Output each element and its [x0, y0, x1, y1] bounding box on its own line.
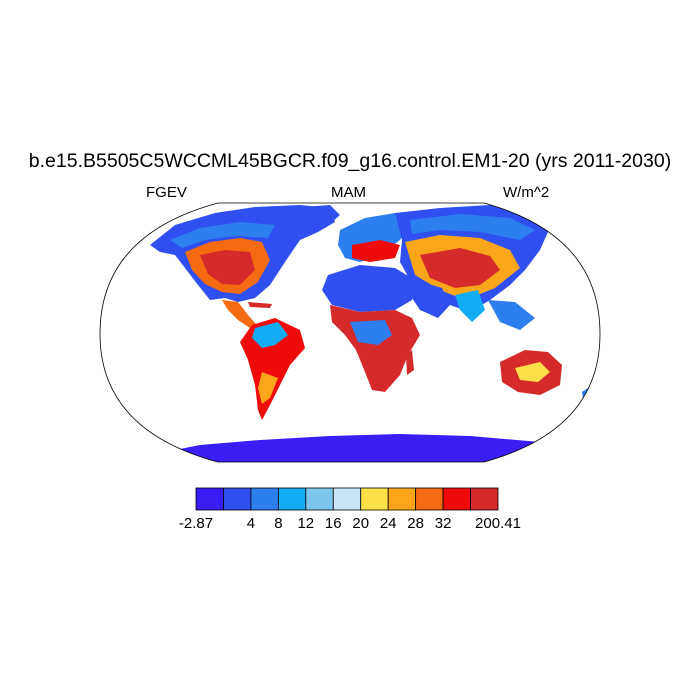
land-south-america-cool [252, 322, 288, 348]
colorbar-tick-label: 4 [247, 515, 255, 532]
land-north-america-hot [200, 250, 255, 285]
land-asia-hot [420, 248, 500, 288]
colorbar-box [277, 487, 307, 511]
colorbar-box [415, 487, 444, 511]
land-africa-cool [350, 320, 392, 345]
colorbar-tick-label: 20 [352, 515, 369, 532]
colorbar-tick-label: -2.87 [179, 515, 213, 532]
land-asia-cool [410, 214, 535, 240]
land-madagascar [406, 350, 414, 375]
units-label: W/m^2 [503, 184, 550, 201]
colorbar-box [195, 487, 224, 511]
colorbar-box [387, 487, 417, 511]
colorbar-box [360, 487, 389, 511]
colorbar-box [305, 487, 334, 511]
plot-title: b.e15.B5505C5WCCML45BGCR.f09_g16.control… [28, 150, 672, 172]
land-north-america-cool [170, 222, 275, 248]
colorbar-tick-label: 32 [435, 515, 452, 532]
land-africa-north [322, 265, 415, 312]
land-south-america [240, 318, 305, 420]
season-label: MAM [331, 184, 366, 201]
land-caribbean [248, 302, 272, 308]
colorbar-tick-label: 28 [407, 515, 424, 532]
colorbar-box [223, 487, 252, 511]
colorbar-box [250, 487, 279, 511]
colorbar-tick-label: 16 [325, 515, 342, 532]
land-europe-warm [352, 240, 400, 262]
land-india [455, 290, 485, 322]
land-greenland [288, 205, 340, 232]
land-south-america-mid [258, 372, 278, 404]
land-central-america [222, 300, 256, 328]
colorbar-box [470, 487, 499, 511]
colorbar-tick-label: 24 [380, 515, 397, 532]
land-arabia [410, 280, 450, 318]
map-outline [99, 202, 601, 463]
colorbar-tick-label: 8 [274, 515, 282, 532]
colorbar-box [442, 487, 471, 511]
land-australia-inner [515, 362, 550, 382]
land-antarctica [100, 434, 600, 462]
colorbar-tick-label: 200.41 [475, 515, 521, 532]
colorbar-box [332, 487, 362, 511]
colorbar-tick-label: 12 [297, 515, 314, 532]
variable-label: FGEV [146, 184, 187, 201]
land-se-asia [488, 300, 535, 330]
